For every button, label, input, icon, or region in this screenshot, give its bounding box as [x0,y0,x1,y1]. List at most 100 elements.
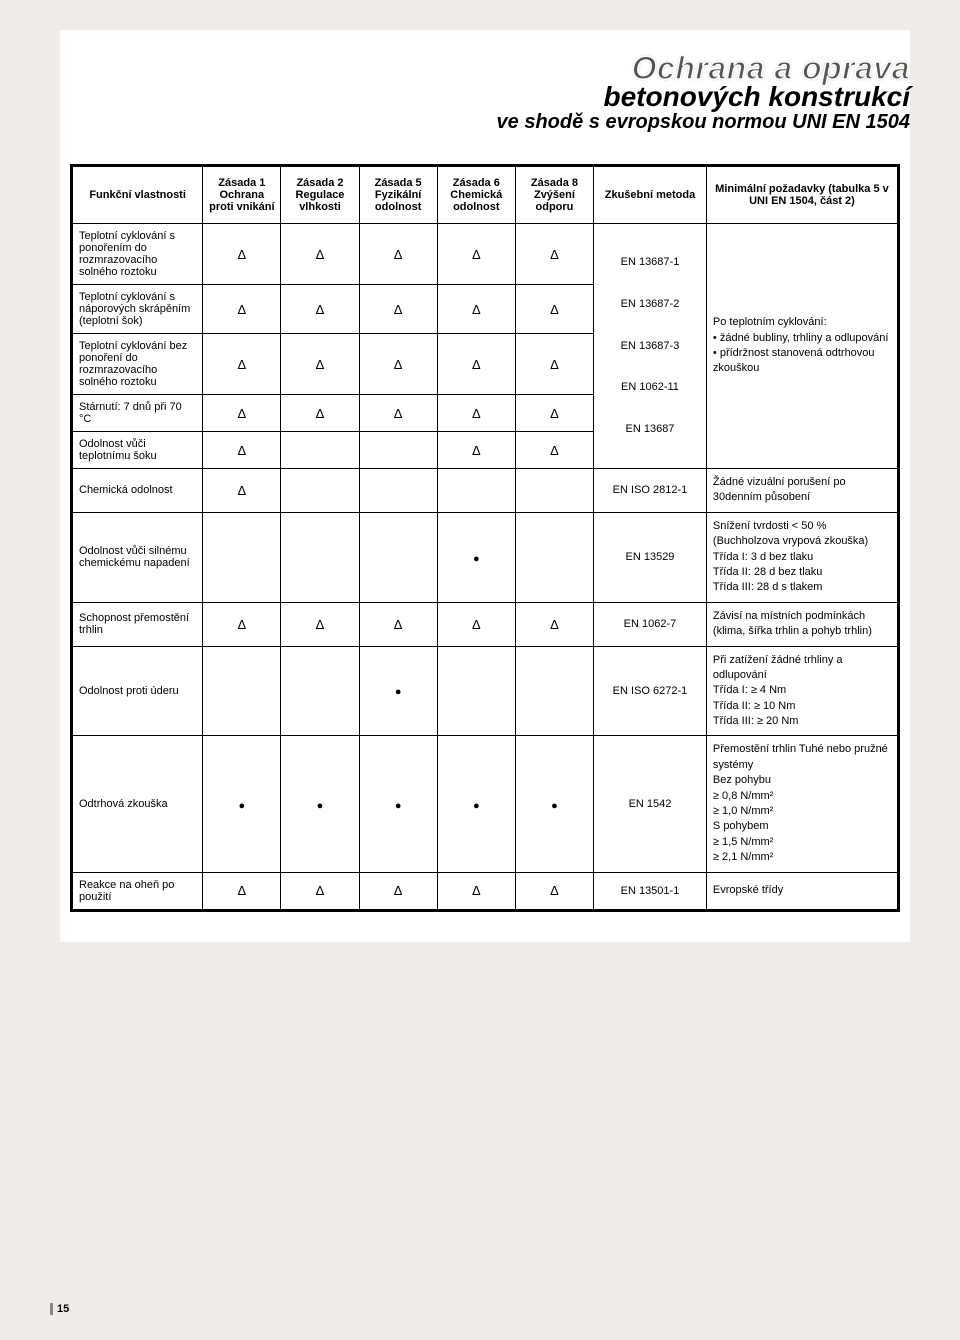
requirements-cell: Přemostění trhlin Tuhé nebo pružné systé… [706,736,897,872]
col-header-z6: Zásada 6 Chemická odolnost [437,167,515,224]
mark-cell [437,395,515,432]
property-cell: Odolnost vůči silnému chemickému napaden… [73,512,203,602]
mark-cell [515,285,593,334]
requirements-cell: Evropské třídy [706,872,897,909]
mark-cell [515,872,593,909]
requirements-cell: Při zatížení žádné trhliny a odlupování … [706,646,897,736]
mark-cell [437,285,515,334]
requirements-cell: Závisí na místních podmínkách (klima, ší… [706,602,897,646]
mark-cell [281,334,359,395]
mark-cell [437,469,515,513]
table-row: Teplotní cyklování s ponořením do rozmra… [73,224,898,285]
table-row: Reakce na oheň po použití EN 13501-1Evrop… [73,872,898,909]
method-cell: EN 13501-1 [594,872,707,909]
requirements-cell: Snížení tvrdosti < 50 % (Buchholzova vry… [706,512,897,602]
col-header-method: Zkušební metoda [594,167,707,224]
mark-cell [515,736,593,872]
mark-cell [203,512,281,602]
table-row: Odolnost proti úderu EN ISO 6272-1Při zat… [73,646,898,736]
mark-cell [281,872,359,909]
method-cell: EN ISO 6272-1 [594,646,707,736]
page-content: Ochrana a oprava betonových konstrukcí v… [60,30,910,942]
mark-cell [203,646,281,736]
mark-cell [281,736,359,872]
page-number: 15 [50,1303,69,1315]
title-sub2: ve shodě s evropskou normou UNI EN 1504 [60,111,910,134]
mark-cell [203,469,281,513]
mark-cell [437,646,515,736]
method-cell: EN ISO 2812-1 [594,469,707,513]
mark-cell [281,646,359,736]
mark-cell [281,469,359,513]
mark-cell [359,602,437,646]
mark-cell [515,395,593,432]
col-header-req: Minimální požadavky (tabulka 5 v UNI EN … [706,167,897,224]
property-cell: Teplotní cyklování s náporových skrápění… [73,285,203,334]
mark-cell [203,224,281,285]
mark-cell [359,285,437,334]
property-cell: Teplotní cyklování bez ponoření do rozmr… [73,334,203,395]
table-header-row: Funkční vlastnosti Zásada 1 Ochrana prot… [73,167,898,224]
table-row: Odtrhová zkouška EN 1542Přemostění trhlin… [73,736,898,872]
table-body: Teplotní cyklování s ponořením do rozmra… [73,224,898,910]
col-header-z2: Zásada 2 Regulace vlhkosti [281,167,359,224]
mark-cell [359,432,437,469]
property-cell: Reakce na oheň po použití [73,872,203,909]
document-header: Ochrana a oprava betonových konstrukcí v… [60,30,910,144]
property-cell: Odolnost vůči teplotnímu šoku [73,432,203,469]
mark-cell [281,602,359,646]
method-cell-merged: EN 13687-1 EN 13687-2 EN 13687-3 EN 1062… [594,224,707,469]
mark-cell [203,432,281,469]
property-cell: Teplotní cyklování s ponořením do rozmra… [73,224,203,285]
mark-cell [515,224,593,285]
mark-cell [437,432,515,469]
col-header-z8: Zásada 8 Zvýšení odporu [515,167,593,224]
mark-cell [359,224,437,285]
mark-cell [437,602,515,646]
mark-cell [437,512,515,602]
mark-cell [359,736,437,872]
mark-cell [437,224,515,285]
mark-cell [359,469,437,513]
col-header-z1: Zásada 1 Ochrana proti vnikání [203,167,281,224]
mark-cell [359,646,437,736]
property-cell: Odtrhová zkouška [73,736,203,872]
method-cell: EN 1062-7 [594,602,707,646]
mark-cell [359,395,437,432]
mark-cell [515,334,593,395]
mark-cell [515,432,593,469]
mark-cell [437,872,515,909]
mark-cell [203,395,281,432]
mark-cell [515,646,593,736]
property-cell: Stárnutí: 7 dnů při 70 °C [73,395,203,432]
mark-cell [359,872,437,909]
title-sub1: betonových konstrukcí [60,81,910,113]
mark-cell [515,512,593,602]
requirements-cell-merged: Po teplotním cyklování: • žádné bubliny,… [706,224,897,469]
property-cell: Odolnost proti úderu [73,646,203,736]
method-cell: EN 13529 [594,512,707,602]
mark-cell [281,395,359,432]
mark-cell [281,432,359,469]
mark-cell [359,512,437,602]
mark-cell [203,285,281,334]
mark-cell [203,736,281,872]
mark-cell [203,602,281,646]
mark-cell [203,872,281,909]
mark-cell [281,224,359,285]
mark-cell [281,285,359,334]
properties-table: Funkční vlastnosti Zásada 1 Ochrana prot… [72,166,898,910]
mark-cell [203,334,281,395]
method-cell: EN 1542 [594,736,707,872]
mark-cell [359,334,437,395]
mark-cell [437,736,515,872]
table-row: Chemická odolnostEN ISO 2812-1Žádné vizu… [73,469,898,513]
table-row: Odolnost vůči silnému chemickému napaden… [73,512,898,602]
main-table-wrap: Funkční vlastnosti Zásada 1 Ochrana prot… [70,164,900,912]
mark-cell [515,469,593,513]
property-cell: Chemická odolnost [73,469,203,513]
mark-cell [515,602,593,646]
table-row: Schopnost přemostění trhlinEN 1062-7Závi… [73,602,898,646]
mark-cell [437,334,515,395]
mark-cell [281,512,359,602]
